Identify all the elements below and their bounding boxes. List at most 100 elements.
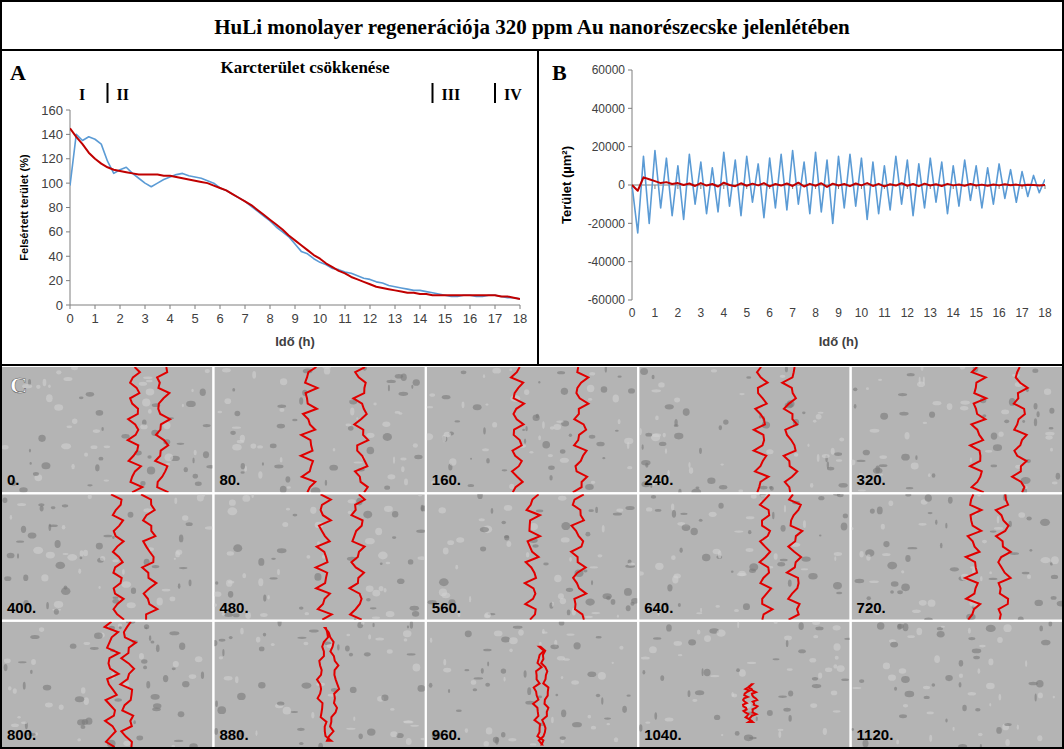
image-texture (611, 599, 616, 605)
image-texture (690, 528, 697, 536)
image-texture (407, 626, 409, 629)
image-texture (934, 655, 940, 663)
image-texture (639, 724, 642, 732)
image-texture (485, 612, 491, 618)
image-texture (143, 377, 152, 380)
image-background (852, 622, 1062, 747)
image-texture (663, 433, 666, 438)
wound-contour (760, 494, 773, 619)
image-texture (372, 623, 374, 628)
image-texture (1051, 575, 1058, 579)
wound-contour (573, 367, 589, 492)
image-texture (416, 530, 425, 533)
image-texture (242, 573, 246, 578)
image-texture (680, 513, 687, 515)
x-tick (723, 185, 724, 189)
image-texture (905, 432, 910, 439)
image-texture (404, 638, 408, 641)
image-texture (813, 420, 817, 423)
image-texture (642, 444, 644, 450)
image-texture (270, 444, 277, 449)
image-texture (552, 601, 554, 607)
x-tick-label: 13 (388, 311, 402, 326)
image-texture (427, 433, 433, 440)
x-axis-title: Idő (h) (819, 334, 859, 349)
image-texture (403, 630, 412, 637)
image-texture (890, 590, 894, 594)
image-texture (237, 693, 246, 700)
image-texture (778, 731, 781, 738)
image-texture (455, 565, 458, 570)
image-texture (513, 626, 523, 629)
x-tick-label: 9 (835, 306, 842, 320)
image-texture (856, 460, 865, 462)
image-texture (287, 486, 291, 489)
image-content (2, 367, 212, 492)
image-texture (674, 398, 680, 403)
image-frame: 400. (2, 492, 215, 619)
image-texture (619, 646, 623, 650)
image-texture (524, 670, 527, 677)
image-texture (948, 497, 953, 504)
image-texture (958, 744, 967, 747)
image-texture (87, 484, 92, 486)
image-texture (925, 494, 932, 501)
image-texture (3, 497, 8, 503)
image-texture (678, 603, 681, 607)
x-tick-label: 16 (463, 311, 477, 326)
image-texture (311, 712, 314, 718)
image-texture (692, 699, 697, 702)
image-texture (952, 727, 954, 731)
image-texture (348, 499, 356, 503)
x-tick (170, 305, 171, 309)
x-tick-label: 1 (91, 311, 98, 326)
image-texture (277, 424, 285, 429)
image-frame: 560. (427, 491, 639, 619)
image-texture (392, 536, 396, 539)
image-texture (569, 557, 572, 562)
y-tick (628, 108, 632, 109)
image-texture (380, 563, 383, 566)
x-tick (654, 185, 655, 189)
image-texture (674, 641, 683, 646)
image-texture (21, 526, 26, 533)
image-texture (148, 409, 152, 414)
image-texture (454, 420, 460, 422)
image-texture (991, 432, 998, 439)
image-texture (556, 421, 563, 423)
image-texture (140, 481, 145, 486)
image-frame: 240. (638, 366, 850, 496)
image-texture (866, 554, 870, 561)
image-texture (628, 563, 635, 566)
image-texture (903, 704, 908, 707)
image-texture (894, 687, 897, 691)
image-texture (870, 429, 880, 433)
image-texture (525, 426, 527, 431)
image-texture (1035, 694, 1037, 702)
image-texture (1017, 725, 1019, 730)
image-texture (46, 602, 49, 609)
wound-contour (120, 622, 135, 747)
image-texture (587, 671, 596, 677)
image-texture (839, 438, 844, 442)
image-texture (283, 707, 291, 715)
image-texture (549, 475, 552, 481)
image-texture (709, 512, 717, 517)
image-texture (899, 412, 908, 416)
image-texture (172, 667, 176, 670)
image-texture (178, 583, 181, 589)
image-texture (353, 717, 355, 721)
image-texture (258, 578, 263, 586)
image-texture (945, 718, 947, 722)
image-texture (411, 385, 413, 389)
image-texture (589, 435, 596, 439)
image-texture (306, 555, 310, 559)
x-tick-label: 18 (513, 311, 527, 326)
image-texture (780, 559, 788, 562)
image-texture (801, 568, 808, 570)
image-texture (483, 374, 485, 378)
image-texture (665, 404, 674, 409)
image-texture (968, 628, 971, 634)
image-texture (4, 664, 8, 671)
image-texture (397, 578, 404, 584)
